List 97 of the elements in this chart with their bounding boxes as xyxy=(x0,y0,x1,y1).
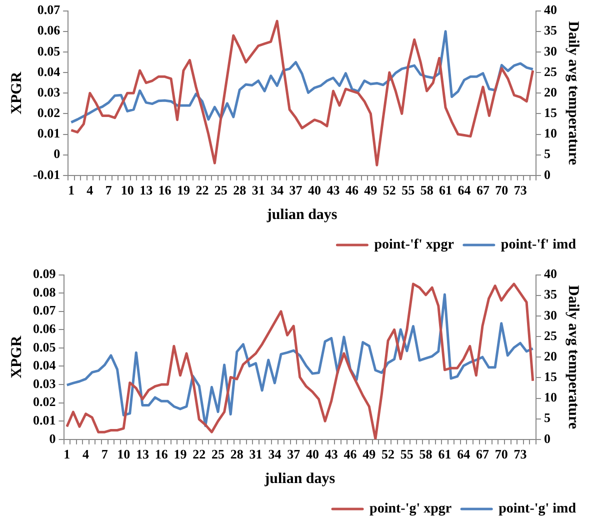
y-axis-title: XPGR xyxy=(8,336,25,378)
x-tick-label: 22 xyxy=(192,446,206,462)
x-tick-label: 49 xyxy=(362,446,376,462)
y2-tick-label: 5 xyxy=(544,146,551,162)
y-tick-label: 0.05 xyxy=(33,339,56,354)
x-tick-label: 28 xyxy=(233,182,247,198)
x-tick-label: 13 xyxy=(140,182,154,198)
x-tick-label: 31 xyxy=(252,182,265,198)
x-tick-label: 61 xyxy=(439,182,452,198)
x-tick-label: 40 xyxy=(308,182,322,198)
x-tick-label: 67 xyxy=(476,446,490,462)
y-tick-label: 0.07 xyxy=(33,302,56,318)
y-axis-title: XPGR xyxy=(8,72,25,114)
x-tick-label: 4 xyxy=(82,446,90,462)
x-tick-label: 19 xyxy=(177,182,190,198)
x-tick-label: 73 xyxy=(514,446,528,462)
y-tick-label: 0.01 xyxy=(33,412,56,428)
y-tick-label: 0.03 xyxy=(37,84,61,100)
y-tick-label: 0 xyxy=(54,146,60,162)
legend-label: point-'g' xpgr xyxy=(370,502,452,517)
y-tick-label: 0.06 xyxy=(33,321,56,336)
y-tick-label: 0.08 xyxy=(33,284,56,300)
x-tick-label: 67 xyxy=(476,182,490,198)
x-tick-label: 25 xyxy=(212,446,226,462)
y-tick-label: -0.01 xyxy=(32,166,60,182)
y2-tick-label: 20 xyxy=(544,84,557,100)
x-axis-title: julian days xyxy=(264,470,336,487)
x-tick-label: 70 xyxy=(494,446,508,462)
y2-tick-label: 35 xyxy=(544,286,558,302)
y2-axis-title: Daily avg temperature xyxy=(565,285,582,430)
x-axis-title: julian days xyxy=(266,206,338,223)
x-tick-label: 34 xyxy=(270,182,284,198)
y2-tick-label: 35 xyxy=(544,22,558,38)
y-tick-label: 0.05 xyxy=(37,43,61,58)
y2-tick-label: 5 xyxy=(544,410,551,426)
legend-label: point-'f' xpgr xyxy=(374,238,454,253)
y-tick-label: 0.01 xyxy=(37,126,60,141)
x-tick-label: 55 xyxy=(400,446,414,462)
y2-tick-label: 15 xyxy=(544,369,558,384)
x-tick-label: 22 xyxy=(196,182,209,198)
y2-tick-label: 40 xyxy=(544,266,557,282)
x-tick-label: 13 xyxy=(136,446,150,462)
x-tick-label: 37 xyxy=(287,446,301,462)
x-tick-label: 70 xyxy=(495,182,508,198)
y2-tick-label: 20 xyxy=(544,348,557,364)
x-tick-label: 43 xyxy=(326,182,340,198)
legend-label: point-'f' imd xyxy=(500,238,576,253)
y2-tick-label: 15 xyxy=(544,105,558,120)
x-tick-label: 1 xyxy=(64,446,70,462)
y-tick-label: 0.04 xyxy=(33,358,56,373)
x-tick-label: 64 xyxy=(457,446,471,462)
x-tick-label: 43 xyxy=(324,446,338,462)
x-tick-label: 1 xyxy=(68,182,74,198)
y2-tick-label: 25 xyxy=(544,64,558,79)
y2-tick-label: 0 xyxy=(544,430,550,446)
x-tick-label: 31 xyxy=(249,446,262,462)
x-tick-label: 55 xyxy=(402,182,416,198)
x-tick-label: 58 xyxy=(419,446,433,462)
y-tick-label: 0.02 xyxy=(33,394,56,410)
x-tick-label: 73 xyxy=(514,182,528,198)
y2-tick-label: 10 xyxy=(544,390,557,405)
y-tick-label: 0.06 xyxy=(37,22,61,38)
y-tick-label: 0.02 xyxy=(37,105,60,120)
x-tick-label: 7 xyxy=(105,182,112,198)
x-tick-label: 4 xyxy=(86,182,94,198)
y2-tick-label: 10 xyxy=(544,126,557,141)
y2-tick-label: 0 xyxy=(544,166,550,182)
x-tick-label: 46 xyxy=(344,446,358,462)
y-tick-label: 0 xyxy=(49,430,56,446)
x-tick-label: 16 xyxy=(154,446,168,462)
x-tick-label: 58 xyxy=(420,182,434,198)
x-tick-label: 34 xyxy=(268,446,282,462)
x-tick-label: 25 xyxy=(214,182,228,198)
x-tick-label: 37 xyxy=(289,182,303,198)
y-tick-label: 0.03 xyxy=(33,376,56,391)
x-tick-label: 61 xyxy=(438,446,452,462)
y-tick-label: 0.04 xyxy=(37,64,61,79)
legend-label: point-'g' imd xyxy=(498,502,576,517)
x-tick-label: 49 xyxy=(364,182,378,198)
y2-tick-label: 30 xyxy=(544,307,557,322)
x-tick-label: 46 xyxy=(345,182,359,198)
x-tick-label: 40 xyxy=(306,446,319,462)
y-tick-label: 0.07 xyxy=(37,2,61,18)
x-tick-label: 52 xyxy=(382,182,396,198)
y-tick-label: 0.09 xyxy=(33,266,56,282)
x-tick-label: 16 xyxy=(158,182,172,198)
y2-tick-label: 30 xyxy=(544,43,557,58)
x-tick-label: 7 xyxy=(101,446,108,462)
x-tick-label: 28 xyxy=(230,446,244,462)
x-tick-label: 10 xyxy=(117,446,130,462)
x-tick-label: 10 xyxy=(120,182,134,198)
x-tick-label: 52 xyxy=(382,446,395,462)
x-tick-label: 19 xyxy=(174,446,188,462)
x-tick-label: 64 xyxy=(458,182,472,198)
y2-axis-title: Daily avg temperature xyxy=(565,21,582,166)
y2-tick-label: 40 xyxy=(544,2,557,18)
y2-tick-label: 25 xyxy=(544,328,558,343)
